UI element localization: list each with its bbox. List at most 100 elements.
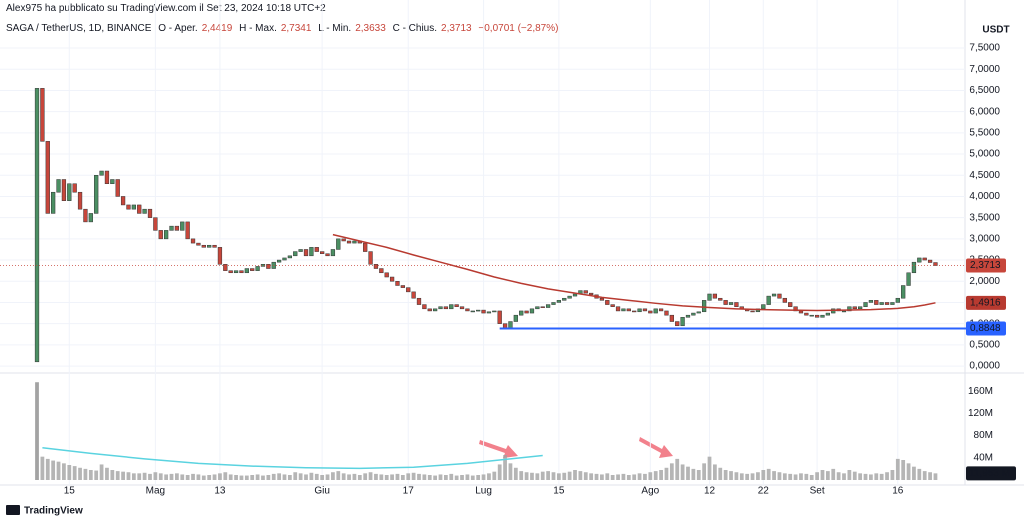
candle <box>669 314 674 322</box>
y-tick-label: 7,0000 <box>969 64 1000 75</box>
candle <box>820 314 825 318</box>
volume-bar <box>298 473 303 480</box>
y-tick-label: 0,0000 <box>969 361 1000 372</box>
ohlc-key: C - Chius. <box>392 23 438 34</box>
candle <box>293 251 298 257</box>
volume-bar <box>352 473 357 480</box>
volume-bar <box>933 473 938 480</box>
candle <box>476 309 481 312</box>
volume-bar <box>696 470 701 480</box>
candle <box>368 251 373 265</box>
volume-bar <box>487 473 491 480</box>
candle <box>847 306 852 312</box>
volume-bar <box>503 455 507 480</box>
candle <box>330 249 336 257</box>
candle <box>626 308 631 312</box>
volume-bar <box>304 474 308 480</box>
volume-bar <box>793 474 798 480</box>
volume-bar <box>261 475 265 480</box>
volume-bar <box>374 473 378 480</box>
volume-bar <box>40 456 45 480</box>
candle <box>927 259 933 263</box>
candle <box>443 306 449 310</box>
x-tick-label: Giu <box>314 486 330 497</box>
x-tick-label: 12 <box>704 486 716 497</box>
volume-bar <box>72 466 77 480</box>
candle <box>621 308 626 312</box>
candle <box>809 314 814 317</box>
candle <box>207 244 212 248</box>
volume-bar <box>562 472 567 480</box>
volume-bar <box>357 475 362 480</box>
candle <box>901 285 906 299</box>
candle <box>524 310 529 314</box>
candle <box>486 311 492 314</box>
candle <box>196 242 201 246</box>
y-tick-label: 2,0000 <box>969 276 1000 287</box>
volume-bar <box>363 473 368 480</box>
volume-bar <box>481 474 486 480</box>
volume-bar <box>890 470 895 480</box>
volume-bar <box>88 470 93 480</box>
volume-bar <box>169 473 174 480</box>
y-axis-label: USDT <box>982 25 1009 36</box>
candle <box>438 306 443 310</box>
candle <box>190 238 196 244</box>
candle <box>276 259 282 263</box>
candle <box>454 304 459 307</box>
volume-bar <box>255 474 260 480</box>
x-tick-label: Mag <box>146 486 165 497</box>
candle <box>868 300 874 303</box>
candle <box>556 300 562 303</box>
candle <box>658 308 664 312</box>
candle <box>250 268 255 271</box>
candle <box>137 204 142 214</box>
volume-bar <box>142 472 147 480</box>
volume-bar <box>244 475 249 480</box>
candle <box>411 291 416 299</box>
candle <box>540 306 545 308</box>
volume-bar <box>551 472 556 480</box>
candle <box>572 293 578 297</box>
candle <box>470 310 475 313</box>
brand: TradingView <box>24 506 83 517</box>
candle <box>734 302 739 307</box>
candle <box>922 257 927 261</box>
volume-bar <box>777 472 782 480</box>
volume-bar <box>610 475 615 480</box>
volume-bar <box>438 474 443 480</box>
candle <box>696 311 701 314</box>
volume-bar <box>449 473 454 480</box>
candle <box>153 217 158 231</box>
volume-bar <box>637 473 642 480</box>
volume-bar <box>341 473 346 480</box>
candle <box>389 276 395 282</box>
volume-bar <box>406 473 411 480</box>
volume-bar <box>583 472 588 480</box>
volume-bar <box>567 471 572 480</box>
symbol: SAGA / TetherUS, 1D, BINANCE <box>6 23 152 34</box>
ohlc-value: 2,4419 <box>201 23 233 34</box>
volume-bar <box>842 473 846 480</box>
volume-marker <box>966 466 1016 481</box>
candle <box>911 261 917 274</box>
volume-bar <box>831 468 836 480</box>
volume-bar <box>384 475 389 480</box>
volume-bar <box>250 475 255 480</box>
candle <box>174 225 180 231</box>
volume-bar <box>739 473 744 480</box>
volume-bar <box>594 473 599 480</box>
volume-bar <box>922 471 927 480</box>
candle <box>750 310 755 313</box>
volume-bar <box>852 471 857 480</box>
x-tick-label: 16 <box>892 486 904 497</box>
volume-bar <box>917 468 922 480</box>
candle <box>712 293 718 299</box>
volume-bar <box>895 458 900 480</box>
volume-bar <box>653 471 658 480</box>
volume-bar <box>277 473 281 480</box>
volume-bar <box>309 472 314 480</box>
volume-bar <box>626 475 631 480</box>
ohlc-key: L - Min. <box>318 23 352 34</box>
